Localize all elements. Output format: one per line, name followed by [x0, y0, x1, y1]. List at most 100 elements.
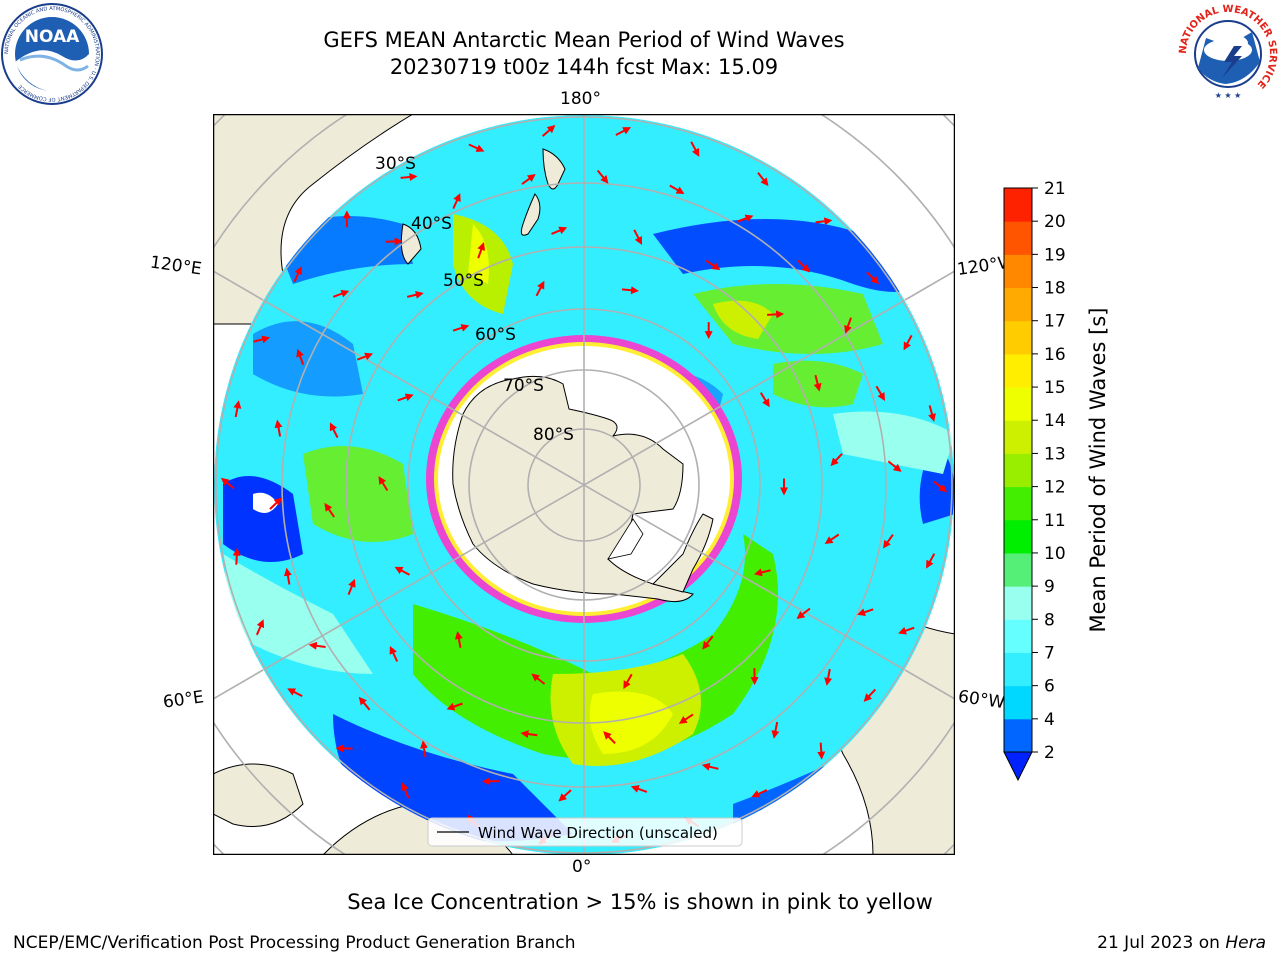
lon-label-0: 0° — [572, 857, 592, 877]
wind-wave-arrow — [385, 237, 403, 246]
colorbar-tick-label: 8 — [1044, 610, 1055, 630]
wind-wave-arrow — [759, 392, 770, 408]
lon-label-60e: 60°E — [161, 687, 206, 713]
colorbar-tick-label: 13 — [1044, 444, 1066, 464]
wind-wave-arrow — [928, 405, 936, 422]
colorbar-tick-label: 12 — [1044, 478, 1066, 498]
wind-wave-arrow — [558, 789, 572, 802]
colorbar-band — [1004, 652, 1032, 687]
wind-wave-arrow — [690, 141, 700, 157]
colorbar-tick-label: 20 — [1044, 212, 1066, 232]
footer-machine: Hera — [1225, 933, 1266, 953]
wind-wave-arrows — [220, 124, 948, 845]
wind-wave-arrow — [933, 480, 948, 493]
colorbar-band — [1004, 387, 1032, 421]
svg-text:★ ★ ★: ★ ★ ★ — [1215, 91, 1242, 100]
colorbar-band — [1004, 420, 1032, 454]
wind-wave-arrow — [283, 567, 292, 585]
wind-wave-arrow — [875, 385, 886, 401]
colorbar-band — [1004, 453, 1032, 488]
wind-wave-arrow — [701, 762, 719, 771]
new-zealand — [520, 148, 566, 236]
wind-wave-arrow — [397, 393, 414, 402]
sea-ice-note: Sea Ice Concentration > 15% is shown in … — [347, 890, 933, 914]
wind-wave-arrow — [596, 169, 609, 184]
wind-wave-arrow — [882, 534, 894, 549]
colorbar-band — [1004, 619, 1032, 653]
wind-wave-arrow — [400, 173, 418, 181]
wind-wave-arrow — [420, 740, 428, 758]
colorbar-frame — [1003, 187, 1033, 753]
wind-wave-arrow — [358, 696, 371, 711]
lat-label-70s: 70°S — [503, 376, 544, 396]
colorbar-tick-label: 17 — [1044, 312, 1066, 332]
lat-label-30s: 30°S — [375, 154, 416, 174]
wind-wave-arrow — [866, 271, 880, 285]
colorbar-tick-label: 21 — [1044, 180, 1066, 199]
wind-wave-arrow — [830, 453, 843, 467]
wind-wave-arrow — [824, 533, 840, 545]
colorbar-band — [1004, 519, 1032, 554]
wind-wave-arrow — [452, 324, 470, 332]
wind-wave-arrow — [702, 635, 714, 650]
colorbar-band — [1004, 188, 1032, 222]
colorbar-tick-label: 4 — [1044, 710, 1055, 730]
wind-wave-arrow — [757, 172, 769, 187]
colorbar-band — [1004, 718, 1032, 753]
colorbar-band — [1004, 221, 1032, 255]
legend-label: Wind Wave Direction (unscaled) — [478, 824, 718, 842]
colorbar-band — [1004, 320, 1032, 355]
wind-wave-arrow — [220, 477, 235, 490]
wind-wave-arrow — [406, 290, 424, 299]
colorbar-tick-label: 9 — [1044, 577, 1055, 597]
colorbar-tick-label: 6 — [1044, 677, 1055, 697]
wind-wave-arrow — [796, 607, 811, 620]
wind-wave-arrow — [754, 568, 771, 577]
wind-wave-arrow — [255, 619, 265, 636]
wind-wave-arrow — [630, 785, 648, 793]
wind-wave-arrow — [378, 476, 389, 492]
wind-wave-arrow — [705, 259, 721, 271]
wind-wave-arrow — [615, 127, 632, 136]
wind-wave-arrow — [678, 713, 694, 724]
wind-wave-arrow — [621, 286, 639, 295]
wind-wave-arrow — [535, 280, 545, 297]
wind-wave-arrow — [296, 348, 305, 366]
footer-date: 21 Jul 2023 on Hera — [1097, 933, 1266, 953]
noaa-logo-text: NOAA — [25, 27, 80, 47]
lon-label-180: 180° — [560, 89, 601, 109]
lat-label-80s: 80°S — [533, 425, 574, 445]
graticule-outer — [213, 114, 955, 855]
nws-logo: NATIONAL WEATHER SERVICE ★ ★ ★ — [1178, 4, 1278, 104]
wind-wave-arrow — [669, 184, 685, 195]
lat-label-40s: 40°S — [411, 214, 452, 234]
colorbar-tick-label: 11 — [1044, 511, 1066, 531]
wind-wave-arrow — [233, 400, 242, 418]
wind-wave-arrow — [767, 310, 785, 319]
map-frame — [213, 114, 955, 855]
wind-wave-arrow — [452, 193, 461, 210]
wind-wave-arrow — [623, 673, 633, 690]
wind-wave-arrow — [308, 641, 326, 650]
wind-wave-arrow — [253, 335, 271, 344]
colorbar-band — [1004, 287, 1032, 322]
colorbar-tick-label: 18 — [1044, 279, 1066, 299]
wind-wave-arrow — [815, 217, 833, 226]
wind-wave-arrow — [446, 702, 463, 711]
wind-wave-arrow — [468, 143, 485, 152]
wind-wave-arrow — [287, 688, 303, 697]
colorbar-tick-label: 15 — [1044, 378, 1066, 398]
wind-wave-arrow — [898, 626, 915, 635]
wind-wave-arrow — [531, 673, 546, 685]
wind-wave-arrow — [926, 553, 936, 569]
colorbar-tick-label: 10 — [1044, 544, 1066, 564]
wind-wave-arrow — [541, 124, 556, 137]
wind-wave-arrow — [887, 460, 902, 472]
wind-wave-arrow — [857, 608, 874, 616]
colorbar-tick-label: 7 — [1044, 643, 1055, 663]
graticule — [214, 115, 954, 855]
wind-wave-arrow — [347, 578, 356, 595]
colorbar-band — [1004, 586, 1032, 620]
colorbar-extend-arrow — [1003, 751, 1033, 782]
colorbar-tick-label: 14 — [1044, 411, 1066, 431]
